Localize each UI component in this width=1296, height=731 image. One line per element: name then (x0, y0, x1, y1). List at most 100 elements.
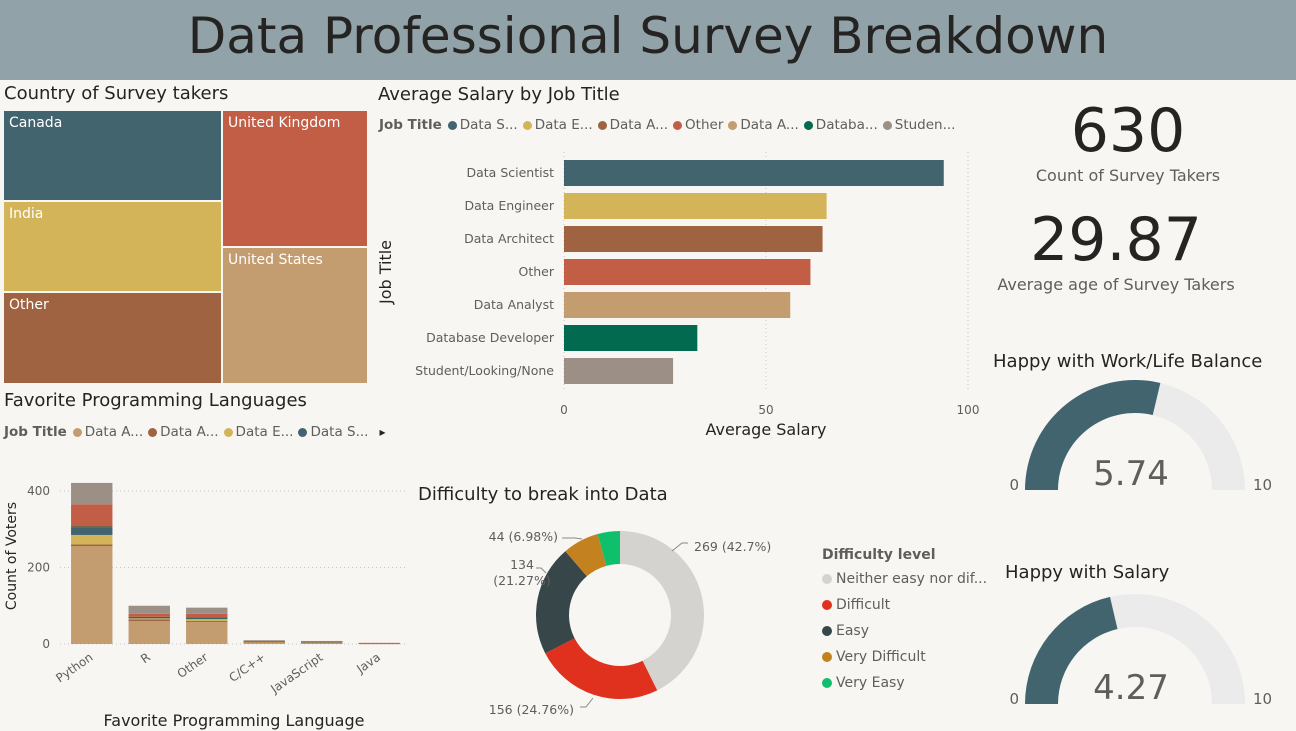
gauge-max-label: 10 (1253, 690, 1272, 708)
y-category-label: Data Engineer (465, 198, 555, 213)
stacked-bar-segment (243, 641, 285, 642)
languages-legend-item[interactable]: Data S... (298, 424, 368, 440)
salary-legend-item[interactable]: Data A... (597, 117, 668, 133)
salary-gauge-title: Happy with Salary (1005, 562, 1170, 583)
y-axis-title: Job Title (376, 240, 395, 305)
legend-marker-icon (522, 120, 532, 130)
salary-bar-chart[interactable]: 0 50 100 Data Scientist Data Engineer Data Ar… (370, 140, 1000, 445)
salary-legend-item[interactable]: Data A... (728, 117, 799, 133)
gauge-fill (1025, 380, 1161, 490)
stacked-bar-segment (186, 619, 228, 622)
legend-marker-icon (223, 427, 233, 437)
salary-bar (564, 193, 827, 219)
kpi-count-value: 630 (1070, 96, 1186, 166)
gauge-min-label: 0 (1009, 476, 1019, 494)
salary-bar (564, 226, 823, 252)
treemap-tile-united-kingdom[interactable]: United Kingdom (222, 110, 368, 247)
legend-marker-icon (822, 574, 832, 584)
stacked-bar-segment (71, 526, 113, 528)
stacked-bar-segment (71, 546, 113, 644)
x-category-label: Python (53, 650, 95, 685)
stacked-bar-segment (243, 640, 285, 641)
salary-legend-item[interactable]: Data E... (522, 117, 593, 133)
y-category-label: Data Architect (464, 231, 554, 246)
stacked-bar-segment (358, 643, 400, 645)
stacked-bar-segment (186, 617, 228, 620)
y-tick-label: 400 (27, 484, 50, 498)
legend-marker-icon (822, 678, 832, 688)
languages-legend-item[interactable]: Data E... (223, 424, 293, 440)
treemap-tile-other[interactable]: Other (3, 292, 222, 384)
salary-legend-item[interactable]: Data S... (447, 117, 518, 133)
stacked-bar-segment (358, 642, 400, 644)
country-treemap[interactable]: Canada India Other United Kingdom United… (3, 110, 368, 384)
salary-legend-item[interactable]: Studen... (882, 117, 955, 133)
treemap-tile-canada[interactable]: Canada (3, 110, 222, 201)
donut-slice (597, 531, 620, 566)
languages-legend-item[interactable]: Data A... (72, 424, 143, 440)
stacked-bar-segment (243, 642, 285, 643)
gauge-value: 5.74 (1093, 454, 1169, 494)
donut-slice (620, 531, 704, 691)
stacked-bar-segment (128, 618, 170, 620)
difficulty-legend: Difficulty level Neither easy nor dif...… (822, 547, 987, 696)
legend-marker-icon (673, 120, 683, 130)
x-tick-label: 100 (957, 403, 980, 417)
stacked-bar-segment (186, 613, 228, 618)
stacked-bar-segment (128, 605, 170, 614)
leader-line (562, 537, 583, 540)
gauge-fill (1025, 596, 1118, 704)
x-axis-title: Average Salary (705, 420, 826, 439)
stacked-bar-segment (128, 621, 170, 644)
salary-legend-item[interactable]: Other (673, 117, 723, 133)
salary-bar (564, 259, 811, 285)
languages-stacked-bar-chart[interactable]: 0 200 400 Python R Other C/C++ JavaScript Java Fa… (0, 448, 410, 731)
y-category-label: Data Scientist (467, 165, 555, 180)
data-label: 134 (510, 557, 534, 572)
difficulty-legend-item[interactable]: Easy (822, 618, 987, 644)
stacked-bar-segment (186, 617, 228, 619)
salary-legend-item[interactable]: Databa... (803, 117, 878, 133)
x-category-label: Other (175, 650, 211, 681)
donut-slice (536, 551, 587, 654)
legend-marker-icon (298, 427, 308, 437)
treemap-tile-united-states[interactable]: United States (222, 247, 368, 384)
salary-gauge[interactable]: 4.27 0 10 (990, 592, 1290, 722)
languages-legend-title: Job Title (4, 424, 67, 440)
difficulty-legend-item[interactable]: Very Easy (822, 670, 987, 696)
difficulty-legend-item[interactable]: Neither easy nor dif... (822, 566, 987, 592)
stacked-bar-segment (71, 482, 113, 505)
treemap-tile-india[interactable]: India (3, 201, 222, 292)
stacked-bar-segment (243, 641, 285, 643)
languages-legend-item[interactable]: Data A... (148, 424, 219, 440)
x-axis-title: Favorite Programming Language (104, 711, 365, 730)
donut-slice (565, 534, 607, 577)
difficulty-legend-item[interactable]: Difficult (822, 592, 987, 618)
stacked-bar-segment (71, 527, 113, 535)
y-category-label: Other (519, 264, 555, 279)
stacked-bar-segment (243, 642, 285, 644)
difficulty-legend-item[interactable]: Very Difficult (822, 644, 987, 670)
legend-marker-icon (597, 120, 607, 130)
x-category-label: JavaScript (267, 650, 325, 697)
stacked-bar-segment (301, 642, 343, 644)
salary-bar (564, 160, 944, 186)
salary-chart-title: Average Salary by Job Title (378, 84, 620, 105)
difficulty-donut-chart[interactable]: 269 (42.7%) 156 (24.76%) 134(21.27%) 44 (6.… (410, 510, 810, 731)
y-category-label: Database Developer (426, 330, 555, 345)
worklife-gauge-title: Happy with Work/Life Balance (993, 351, 1263, 372)
difficulty-chart-title: Difficulty to break into Data (418, 484, 668, 505)
salary-bar (564, 358, 674, 384)
stacked-bar-segment (128, 617, 170, 619)
leader-line (536, 567, 547, 574)
title-banner: Data Professional Survey Breakdown (0, 0, 1296, 80)
x-tick-label: 0 (560, 403, 568, 417)
difficulty-legend-title: Difficulty level (822, 547, 936, 563)
data-label: 269 (42.7%) (694, 539, 771, 554)
legend-next-arrow-icon[interactable]: ▸ (379, 425, 386, 439)
stacked-bar-segment (301, 642, 343, 644)
leader-line (671, 542, 688, 552)
donut-slice (545, 638, 658, 699)
legend-marker-icon (447, 120, 457, 130)
worklife-gauge[interactable]: 5.74 0 10 (990, 378, 1290, 498)
